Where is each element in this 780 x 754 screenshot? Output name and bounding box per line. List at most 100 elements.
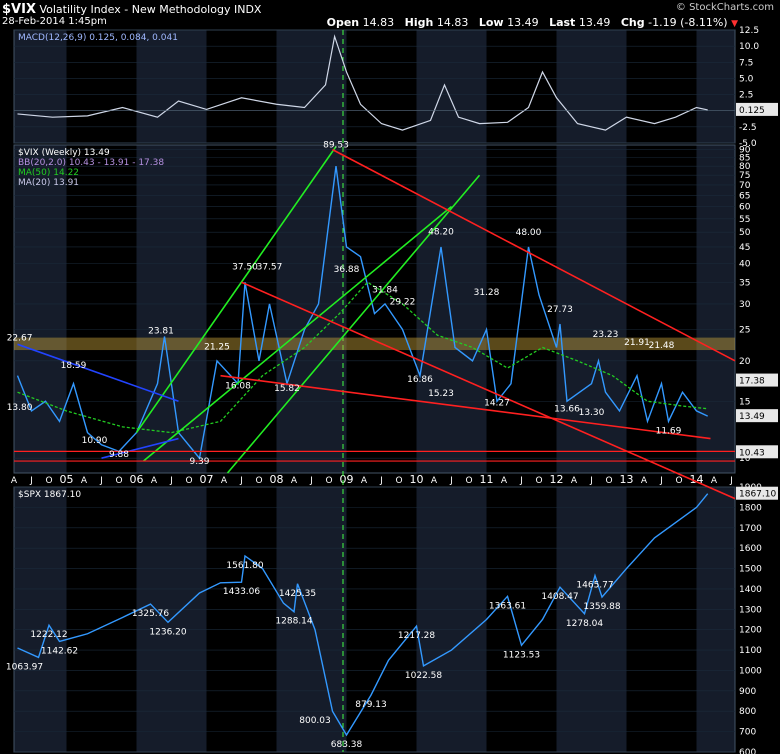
year-band [14, 145, 67, 473]
year-band [14, 30, 67, 143]
x-tick-label: J [519, 476, 523, 486]
spx-value-label: 1408.47 [541, 592, 578, 602]
ohlc-bar: Open 14.83 High 14.83 Low 13.49 Last 13.… [320, 16, 738, 29]
trend-line [17, 343, 179, 403]
x-tick-label: O [395, 476, 402, 486]
year-band [416, 145, 487, 473]
year-band [556, 30, 627, 143]
high-value: 14.83 [436, 16, 469, 29]
x-tick-label: J [309, 476, 313, 486]
spx-value-label: 683.38 [331, 740, 363, 750]
x-tick-label: J [379, 476, 383, 486]
vix-tick-label: 55 [739, 215, 750, 225]
spx-value-label: 1288.14 [275, 617, 312, 627]
symbol: $VIX [2, 2, 36, 17]
spx-value-label: 1465.77 [576, 581, 613, 591]
year-band [696, 145, 735, 473]
vix-value-label: 16.86 [407, 375, 433, 385]
vix-value-label: 15.82 [274, 384, 300, 394]
x-tick-label: J [99, 476, 103, 486]
trend-line [135, 146, 337, 434]
trend-line [142, 205, 453, 462]
x-tick-label: 05 [60, 473, 74, 486]
year-band [416, 487, 487, 752]
high-label: High [404, 16, 434, 29]
vix-tick-label: 15 [739, 397, 750, 407]
spx-value-label: 1278.04 [566, 619, 603, 629]
ma50-legend: MA(50) 14.22 [18, 168, 79, 178]
x-tick-label: A [291, 476, 298, 486]
x-tick-label: 07 [200, 473, 214, 486]
x-tick-label: J [449, 476, 453, 486]
vix-value-label: 31.84 [372, 286, 398, 296]
vix-tick-label: 90 [739, 146, 751, 156]
x-tick-label: 11 [480, 473, 494, 486]
spx-series-line [17, 493, 709, 737]
x-tick-label: J [729, 476, 733, 486]
vix-tick-label: 65 [739, 191, 750, 201]
vix-current-tag-bg [736, 409, 778, 423]
spx-tick-label: 1600 [739, 544, 762, 554]
year-band [14, 487, 67, 752]
vix-value-label: 89.53 [323, 140, 349, 150]
vix-value-label: 37.57 [257, 262, 283, 272]
x-tick-label: A [501, 476, 508, 486]
x-tick-label: 08 [270, 473, 284, 486]
x-tick-label: O [325, 476, 332, 486]
spx-tick-label: 900 [739, 687, 756, 697]
bb-upper-tag: 17.38 [739, 377, 765, 387]
x-tick-label: O [535, 476, 542, 486]
x-tick-label: 13 [620, 473, 634, 486]
x-tick-label: O [45, 476, 52, 486]
exchange: INDX [233, 3, 262, 16]
trend-line [220, 374, 711, 440]
ma50-series-line [17, 281, 708, 434]
open-value: 14.83 [362, 16, 395, 29]
vix-value-label: 21.91 [624, 338, 650, 348]
vix-tick-label: 35 [739, 278, 750, 288]
spx-legend: $SPX 1867.10 [18, 490, 81, 500]
vix-value-label: 10.90 [82, 436, 108, 446]
year-band [276, 30, 347, 143]
vix-value-label: 48.20 [428, 227, 454, 237]
spx-tick-label: 1300 [739, 605, 762, 615]
spx-current-tag: 1867.10 [739, 490, 776, 500]
vix-tick-label: 25 [739, 326, 750, 336]
x-tick-label: O [605, 476, 612, 486]
trend-line [332, 148, 736, 362]
vix-value-label: 37.50 [232, 263, 258, 273]
vix-value-label: 23.23 [593, 330, 619, 340]
vix-value-label: 21.25 [204, 342, 230, 352]
spx-tick-label: 1500 [739, 565, 762, 575]
vix-value-label: 9.39 [189, 457, 209, 467]
vix-value-label: 13.30 [579, 408, 605, 418]
macd-tick-label: 7.5 [739, 58, 753, 68]
brand-watermark: © StockCharts.com [675, 2, 774, 13]
vix-value-label: 21.48 [649, 341, 675, 351]
x-tick-label: O [675, 476, 682, 486]
vix-value-label: 36.88 [334, 265, 360, 275]
spx-tick-label: 1800 [739, 503, 762, 513]
spx-tick-label: 1400 [739, 585, 762, 595]
vix-current-tag: 13.49 [739, 412, 765, 422]
spx-value-label: 1022.58 [405, 671, 442, 681]
spx-tick-label: 1000 [739, 666, 762, 676]
x-tick-label: O [465, 476, 472, 486]
spx-value-label: 1433.06 [223, 587, 260, 597]
vix-tick-label: 50 [739, 228, 751, 238]
vix-tick-label: 30 [739, 300, 751, 310]
trend-line [241, 281, 736, 500]
x-tick-label: O [255, 476, 262, 486]
ma20-legend: MA(20) 13.91 [18, 178, 79, 188]
year-band [696, 487, 735, 752]
vix-tick-label: 85 [739, 154, 750, 164]
x-tick-label: J [239, 476, 243, 486]
chg-label: Chg [620, 16, 645, 29]
x-tick-label: A [151, 476, 158, 486]
spx-value-label: 1063.97 [6, 662, 43, 672]
vix-value-label: 13.80 [7, 403, 33, 413]
vix-value-label: 29.22 [390, 298, 416, 308]
year-band [416, 30, 487, 143]
vix-tick-label: 20 [739, 357, 751, 367]
